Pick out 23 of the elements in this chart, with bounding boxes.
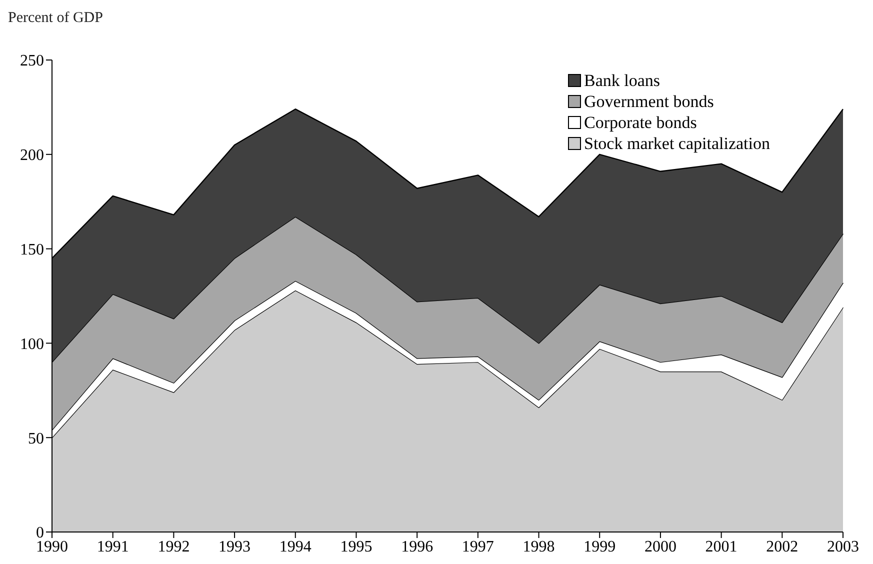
y-tick-label: 150 (20, 241, 44, 258)
x-tick-label: 1999 (584, 538, 616, 556)
x-tick-label: 1994 (279, 538, 312, 556)
x-tick-label: 1991 (96, 538, 129, 556)
x-tick-label: 1992 (158, 538, 190, 556)
y-tick-label: 200 (20, 147, 44, 164)
x-tick-label: 2000 (644, 538, 676, 556)
legend-label: Stock market capitalization (584, 133, 770, 154)
x-tick-label: 2002 (766, 538, 798, 556)
x-tick-label: 1995 (340, 538, 372, 556)
x-tick-label: 1993 (218, 538, 251, 556)
legend-label: Bank loans (584, 70, 660, 91)
x-tick-label: 2001 (705, 538, 738, 556)
x-tick-label: 1997 (462, 538, 494, 556)
legend-label: Government bonds (584, 91, 714, 112)
y-tick-label: 250 (20, 52, 44, 70)
x-tick-label: 1996 (401, 538, 434, 556)
legend-label: Corporate bonds (584, 112, 697, 133)
x-tick-label: 2003 (827, 538, 859, 556)
y-tick-label: 100 (20, 336, 44, 353)
y-tick-label: 50 (28, 430, 44, 448)
x-tick-label: 1998 (522, 538, 555, 556)
y-axis-title: Percent of GDP (8, 10, 103, 27)
